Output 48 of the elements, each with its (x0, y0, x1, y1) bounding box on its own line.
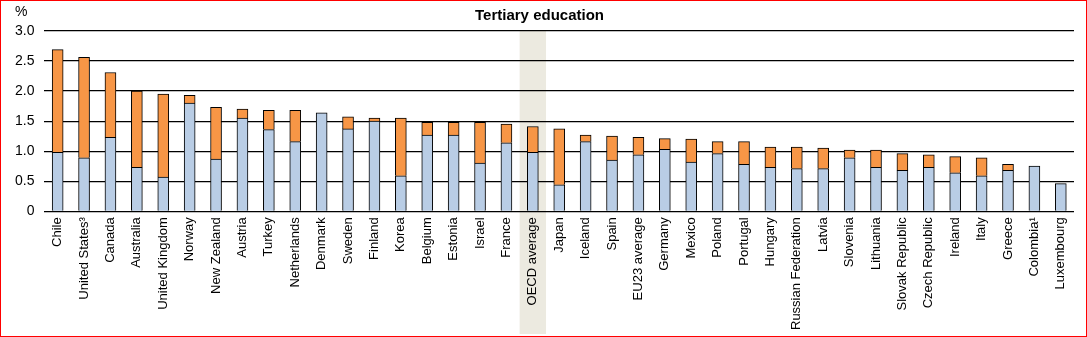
x-tick-label: Czech Republic (920, 216, 936, 309)
y-tick-label: 0 (26, 202, 35, 219)
x-tick-label: Israel (471, 217, 487, 250)
y-tick-label: 3.0 (14, 21, 35, 38)
y-axis-title: % (15, 2, 28, 19)
y-tick-label: 1.0 (14, 142, 35, 159)
x-tick-label: Finland (366, 217, 382, 260)
x-tick-label: Belgium (418, 217, 434, 265)
x-tick-label: Canada (102, 216, 118, 263)
x-tick-label: Latvia (814, 216, 830, 252)
x-tick-label: Japan (550, 217, 566, 253)
x-tick-label: United Kingdom (154, 217, 170, 310)
x-tick-label: Lithuania (867, 216, 883, 271)
x-tick-label: New Zealand (207, 217, 223, 294)
chart-title: Tertiary education (475, 6, 604, 24)
x-tick-label: Germany (656, 216, 672, 271)
x-tick-label: Denmark (313, 216, 329, 271)
x-tick-label: Greece (999, 217, 1015, 260)
x-tick-label: Austria (234, 216, 250, 258)
x-tick-label: Ireland (946, 217, 962, 258)
x-tick-label: Colombia¹ (1025, 216, 1041, 277)
x-tick-label: Luxembourg (1052, 217, 1068, 290)
x-tick-label: EU23 average (630, 217, 645, 301)
x-tick-label: Chile (49, 217, 65, 247)
x-tick-label: Estonia (445, 216, 461, 261)
x-tick-label: Mexico (682, 217, 698, 259)
x-tick-label: Iceland (577, 217, 593, 260)
x-tick-label: Netherlands (286, 216, 302, 288)
x-tick-label: Australia (128, 216, 144, 268)
x-tick-label: Turkey (260, 216, 276, 257)
x-tick-label: Norway (181, 216, 197, 262)
y-tick-label: 1.5 (14, 112, 35, 128)
x-tick-label: OECD average (524, 217, 540, 306)
y-tick-label: 2.0 (14, 81, 35, 98)
x-tick-label: Portugal (735, 217, 751, 266)
y-tick-label: 2.5 (14, 51, 35, 68)
x-tick-label: Hungary (762, 216, 777, 267)
x-tick-label: Italy (973, 216, 989, 242)
x-tick-label: Sweden (339, 217, 355, 265)
x-tick-label: France (498, 217, 514, 258)
y-tick-label: 0.5 (14, 172, 35, 189)
x-tick-label: Spain (603, 217, 619, 251)
x-tick-label: Korea (392, 216, 408, 252)
x-tick-label: Poland (709, 217, 725, 258)
x-tick-label: Slovenia (841, 216, 857, 268)
x-tick-label: Russian Federation (788, 217, 804, 331)
x-tick-label: United States³ (75, 216, 91, 300)
x-tick-label: Slovak Republic (893, 216, 909, 311)
